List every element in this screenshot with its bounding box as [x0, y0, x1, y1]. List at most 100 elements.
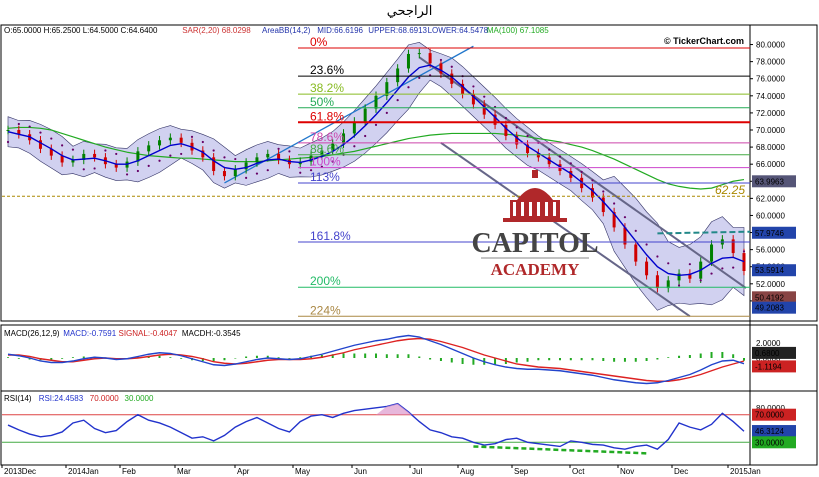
x-tick-label: 2013Dec	[4, 467, 36, 476]
candle-body	[38, 140, 42, 149]
sar-dot	[169, 154, 172, 157]
fib-label: 100%	[310, 155, 341, 169]
candle-body	[6, 130, 10, 131]
fib-label: 200%	[310, 274, 341, 288]
candle	[320, 146, 324, 160]
candle	[277, 149, 281, 165]
x-tick-label: Oct	[572, 467, 585, 476]
sar-dot	[6, 140, 10, 144]
candle	[645, 257, 649, 280]
sar-dot	[353, 145, 356, 148]
candle-body	[352, 121, 356, 134]
candle	[114, 159, 118, 172]
logo-line2: ACADEMY	[491, 260, 580, 279]
candle	[309, 151, 313, 166]
macd-hist-bar	[342, 353, 345, 358]
sar-dot	[645, 243, 648, 246]
rsi-badge-bg	[752, 436, 796, 449]
rsi-line	[7, 402, 745, 451]
candle-body	[688, 273, 692, 279]
macd-badge-label: 0.6800	[755, 349, 780, 358]
candle-body	[93, 153, 97, 158]
macd-hist-bar	[364, 353, 367, 358]
candle	[634, 240, 638, 266]
candle-body	[439, 63, 443, 74]
x-tick-label: Feb	[122, 467, 136, 476]
price-badge-label: 53.5914	[755, 266, 784, 275]
sar-dot	[623, 216, 627, 219]
macd-hist-bar	[623, 358, 626, 362]
price-badge-label: 57.9746	[755, 229, 784, 238]
price-badge: 50.4192	[752, 291, 796, 304]
candle	[710, 240, 714, 266]
candle	[547, 153, 551, 169]
macd-hist-bar	[223, 358, 226, 361]
candle	[71, 155, 75, 167]
sar-dot	[613, 202, 616, 205]
sar-dot	[17, 122, 20, 126]
sar-dot	[277, 147, 280, 150]
rsi-header-item: RSI(14)	[4, 394, 32, 403]
candle-body	[742, 253, 746, 271]
candle-body	[244, 162, 248, 170]
sar-dot	[223, 156, 226, 159]
macd-hist-bar	[28, 358, 31, 360]
header-item: AreaBB(14,2)	[262, 26, 311, 35]
candle	[38, 135, 42, 154]
sar-dot	[93, 167, 96, 170]
price-badge: 63.9963	[752, 175, 796, 188]
candle	[590, 183, 594, 202]
price-tick-label: 70.0000	[756, 126, 785, 135]
price-badge-bg	[752, 175, 796, 188]
candle-body	[406, 53, 410, 69]
candle	[168, 133, 172, 145]
price-tick-label: 56.0000	[756, 246, 785, 255]
candle	[742, 248, 746, 276]
price-tick-label: 76.0000	[756, 75, 785, 84]
logo-column	[545, 202, 548, 216]
sar-dot	[667, 262, 670, 265]
sar-dot	[39, 131, 42, 134]
macd-hist-bar	[169, 357, 172, 358]
macd-hist-bar	[234, 358, 237, 359]
candle	[255, 153, 259, 167]
rsi-badge: 70.0000	[752, 408, 796, 421]
macd-header-item: SIGNAL:-0.4047	[119, 329, 178, 338]
macd-hist-bar	[158, 355, 161, 358]
sar-dot	[450, 65, 453, 68]
macd-hist-bar	[645, 358, 648, 361]
price-badge-label: 49.2083	[755, 304, 784, 313]
sar-dot	[158, 159, 161, 162]
candle-body	[17, 130, 21, 135]
price-badge-bg	[752, 291, 796, 304]
candle-body	[168, 137, 172, 141]
fib-label: 23.6%	[310, 63, 344, 77]
candle-body	[634, 244, 638, 262]
watermark: © TickerChart.com	[664, 36, 744, 46]
rsi-divergence-line	[473, 445, 647, 455]
sar-dot	[234, 157, 237, 161]
ma-line	[7, 126, 745, 190]
fib-label: 38.2%	[310, 81, 344, 95]
sar-dot	[71, 148, 75, 151]
rsi-badge-bg	[752, 425, 796, 438]
candle-body	[526, 144, 530, 154]
fib-label: 50%	[310, 95, 334, 109]
candle-body	[677, 273, 681, 281]
sar-dot	[721, 267, 724, 270]
logo-column	[529, 202, 532, 216]
candle	[406, 49, 410, 73]
macd-hist-bar	[569, 358, 572, 361]
candle-body	[147, 145, 151, 152]
macd-hist-bar	[515, 358, 518, 363]
price-badge: 49.2083	[752, 301, 796, 314]
fib-label: 224%	[310, 303, 341, 317]
macd-hist-bar	[580, 358, 583, 361]
candle-body	[201, 150, 205, 158]
fib-label: 78.6%	[310, 130, 344, 144]
macd-hist-bar	[375, 353, 377, 358]
candle	[233, 165, 237, 181]
price-tick-label: 80.0000	[756, 41, 785, 50]
rsi-header-item: 70.0000	[90, 394, 119, 403]
sar-dot	[364, 134, 367, 138]
